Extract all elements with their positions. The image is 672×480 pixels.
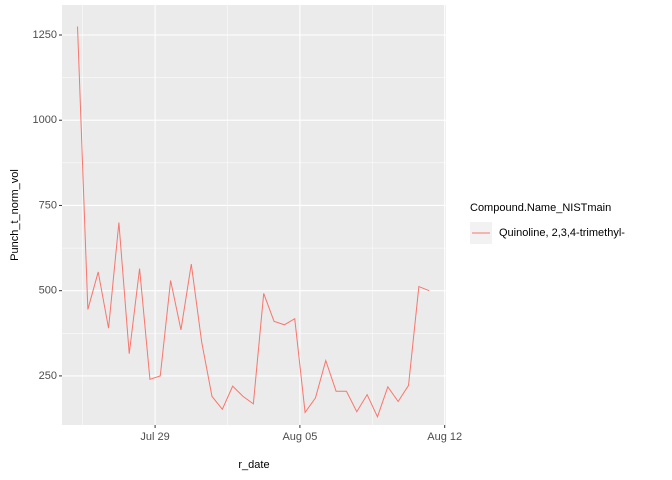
x-tick-label: Jul 29 (140, 431, 169, 443)
y-tick-label: 500 (39, 285, 57, 297)
line (77, 26, 430, 419)
panel (62, 5, 446, 425)
legend-title: Compound.Name_NISTmain (470, 202, 611, 214)
y-axis-title: Punch_t_norm_vol (9, 169, 21, 261)
x-tick-label: Aug 12 (427, 431, 462, 443)
y-tick-label: 1250 (33, 29, 57, 41)
x-axis-title: r_date (238, 459, 269, 471)
y-tick-label: 250 (39, 370, 57, 382)
y-tick-label: 1000 (33, 114, 57, 126)
y-tick-label: 750 (39, 199, 57, 211)
x-tick-label: Aug 05 (282, 431, 317, 443)
legend-label: Quinoline, 2,3,4-trimethyl- (499, 227, 625, 239)
